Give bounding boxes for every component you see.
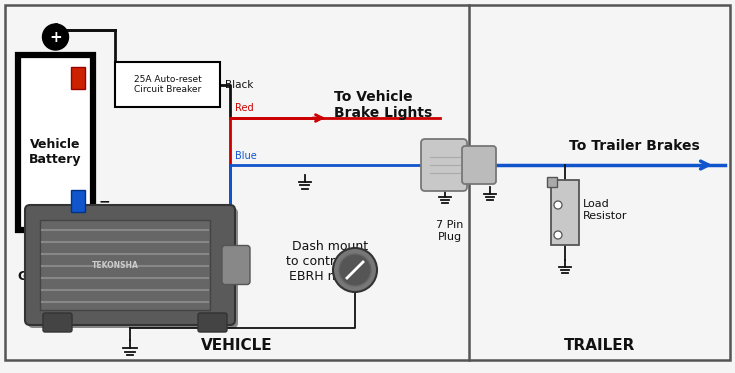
Text: TEKONSHA: TEKONSHA	[92, 260, 138, 270]
Bar	[40, 220, 210, 310]
Circle shape	[554, 201, 562, 209]
Circle shape	[554, 231, 562, 239]
FancyBboxPatch shape	[25, 205, 235, 325]
Text: Black: Black	[225, 79, 254, 90]
Text: TRAILER: TRAILER	[564, 338, 636, 353]
Text: Dash mount
to controls for
EBRH model.: Dash mount to controls for EBRH model.	[286, 240, 374, 283]
Text: VEHICLE: VEHICLE	[201, 338, 273, 353]
Text: Vehicle
Battery: Vehicle Battery	[29, 138, 82, 166]
Bar	[547, 177, 557, 187]
Circle shape	[43, 24, 68, 50]
FancyBboxPatch shape	[222, 245, 250, 285]
Bar	[18, 55, 93, 230]
Text: White: White	[165, 222, 196, 232]
FancyBboxPatch shape	[198, 313, 227, 332]
Text: 7 Pin
Plug: 7 Pin Plug	[437, 220, 464, 242]
Bar	[71, 190, 85, 212]
FancyBboxPatch shape	[462, 146, 496, 184]
Text: Load
Resistor: Load Resistor	[583, 199, 628, 221]
Text: Red: Red	[235, 103, 254, 113]
Text: Ground: Ground	[18, 270, 69, 283]
Text: 25A Auto-reset
Circuit Breaker: 25A Auto-reset Circuit Breaker	[134, 75, 201, 94]
Circle shape	[339, 254, 371, 286]
Text: +: +	[49, 29, 62, 44]
FancyBboxPatch shape	[43, 313, 72, 332]
Bar	[551, 180, 579, 245]
Bar	[71, 67, 85, 89]
Circle shape	[333, 248, 377, 292]
Text: To Trailer Brakes: To Trailer Brakes	[569, 139, 700, 153]
FancyBboxPatch shape	[421, 139, 467, 191]
Bar	[115, 62, 220, 107]
FancyBboxPatch shape	[28, 208, 238, 328]
Text: Blue: Blue	[235, 151, 257, 161]
Text: −: −	[99, 194, 111, 208]
Text: To Vehicle
Brake Lights: To Vehicle Brake Lights	[334, 90, 432, 120]
